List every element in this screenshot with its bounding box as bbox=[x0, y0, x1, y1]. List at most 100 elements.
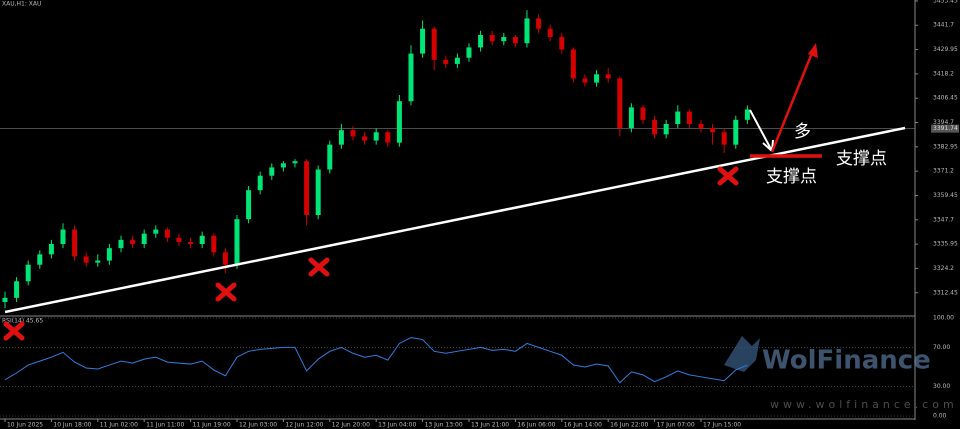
candle-body bbox=[652, 119, 658, 135]
candle-body bbox=[106, 248, 112, 261]
candle-body bbox=[524, 18, 530, 44]
rsi-title: RSI(14) 45.65 bbox=[2, 318, 43, 325]
y-tick-label: 3347.7 bbox=[933, 216, 954, 223]
candle-body bbox=[269, 167, 275, 176]
x-tick-label: 12 Jun 12:00 bbox=[285, 422, 323, 429]
candle-body bbox=[48, 244, 54, 255]
candle-body bbox=[431, 28, 437, 60]
y-tick-label: 3324.2 bbox=[933, 265, 954, 272]
candle-body bbox=[373, 132, 379, 141]
candle-body bbox=[501, 37, 507, 42]
touch-marker bbox=[308, 257, 330, 277]
watermark: WolFinance www.wolfinance.com bbox=[724, 336, 958, 411]
y-tick-label: 100.00 bbox=[933, 314, 954, 321]
candle-body bbox=[153, 229, 159, 234]
candle-body bbox=[118, 239, 124, 249]
watermark-logo bbox=[724, 336, 760, 372]
y-tick-label: 3382.95 bbox=[933, 143, 958, 150]
candle-body bbox=[222, 252, 228, 265]
candle-body bbox=[744, 109, 750, 120]
y-tick-label: 3418.2 bbox=[933, 70, 954, 77]
y-tick-label: 0.00 bbox=[933, 413, 947, 420]
x-tick-label: 16 Jun 14:00 bbox=[564, 422, 602, 429]
candle-body bbox=[640, 107, 646, 120]
candle-body bbox=[234, 219, 240, 265]
x-tick-label: 13 Jun 21:00 bbox=[471, 422, 509, 429]
y-tick-label: 3394.7 bbox=[933, 119, 954, 126]
touch-marker bbox=[3, 321, 25, 341]
candle-body bbox=[83, 256, 89, 263]
x-tick-label: 10 Jun 18:00 bbox=[53, 422, 91, 429]
candle-body bbox=[466, 47, 472, 58]
long-arrow bbox=[770, 47, 816, 153]
candle-body bbox=[710, 128, 716, 133]
x-tick-label: 12 Jun 20:00 bbox=[332, 422, 370, 429]
candle-body bbox=[582, 78, 588, 83]
candle-body bbox=[25, 264, 31, 282]
candle-body bbox=[570, 49, 576, 79]
candle-body bbox=[211, 235, 217, 253]
candle-body bbox=[338, 130, 344, 145]
annotation-long: 多 bbox=[794, 122, 811, 142]
y-tick-label: 3429.95 bbox=[933, 46, 958, 53]
long-arrowhead bbox=[808, 43, 818, 58]
candle-body bbox=[547, 28, 553, 38]
candle-body bbox=[594, 74, 600, 83]
y-tick-label: 3371.2 bbox=[933, 168, 954, 175]
x-tick-label: 11 Jun 11:00 bbox=[146, 422, 184, 429]
last-price-label: 3391.74 bbox=[933, 125, 958, 132]
candle-body bbox=[605, 74, 611, 79]
y-tick-label: 3312.45 bbox=[933, 289, 958, 296]
candle-body bbox=[663, 123, 669, 135]
candle-body bbox=[257, 175, 263, 191]
candle-body bbox=[95, 260, 101, 263]
candle-body bbox=[72, 229, 78, 257]
candle-body bbox=[686, 111, 692, 124]
candle-body bbox=[396, 101, 402, 143]
watermark-url: www.wolfinance.com bbox=[770, 398, 958, 411]
candle-body bbox=[176, 237, 182, 242]
x-tick-label: 16 Jun 06:00 bbox=[517, 422, 555, 429]
y-tick-label: 3441.7 bbox=[933, 22, 954, 29]
candle-body bbox=[246, 190, 252, 220]
y-tick-label: 3359.45 bbox=[933, 192, 958, 199]
candle-body bbox=[292, 161, 298, 164]
y-tick-label: 3406.45 bbox=[933, 95, 958, 102]
x-tick-label: 11 Jun 02:00 bbox=[100, 422, 138, 429]
candle-body bbox=[385, 132, 391, 143]
x-tick-label: 10 Jun 2025 bbox=[7, 422, 43, 429]
x-tick-label: 17 Jun 15:00 bbox=[703, 422, 741, 429]
candle-body bbox=[721, 132, 727, 145]
candle-body bbox=[628, 107, 634, 129]
candle-body bbox=[454, 57, 460, 64]
annotation-support: 支撑点 bbox=[766, 167, 817, 187]
x-tick-label: 13 Jun 04:00 bbox=[378, 422, 416, 429]
x-tick-label: 17 Jun 07:00 bbox=[657, 422, 695, 429]
annotation-support: 支撑点 bbox=[836, 149, 887, 169]
y-tick-label: 30.00 bbox=[933, 383, 950, 390]
candle-body bbox=[420, 28, 426, 54]
candle-body bbox=[617, 78, 623, 129]
touch-marker bbox=[717, 166, 739, 186]
watermark-brand: WolFinance bbox=[762, 346, 931, 376]
candle-body bbox=[199, 235, 205, 245]
y-tick-label: 70.00 bbox=[933, 344, 950, 351]
candle-body bbox=[164, 229, 170, 238]
x-tick-label: 11 Jun 19:00 bbox=[193, 422, 231, 429]
candle-body bbox=[350, 130, 356, 137]
trend-line bbox=[4, 126, 906, 314]
candle-body bbox=[536, 18, 542, 29]
candle-body bbox=[327, 144, 333, 170]
candle-body bbox=[362, 136, 368, 141]
candle-body bbox=[280, 163, 286, 168]
candle-body bbox=[2, 297, 8, 302]
x-tick-label: 12 Jun 03:00 bbox=[239, 422, 277, 429]
candle-body bbox=[675, 111, 681, 124]
candle-body bbox=[733, 119, 739, 145]
candle-body bbox=[14, 281, 20, 298]
candle-body bbox=[559, 37, 565, 50]
candle-body bbox=[408, 53, 414, 102]
x-tick-label: 13 Jun 13:00 bbox=[425, 422, 463, 429]
candle-body bbox=[315, 169, 321, 216]
